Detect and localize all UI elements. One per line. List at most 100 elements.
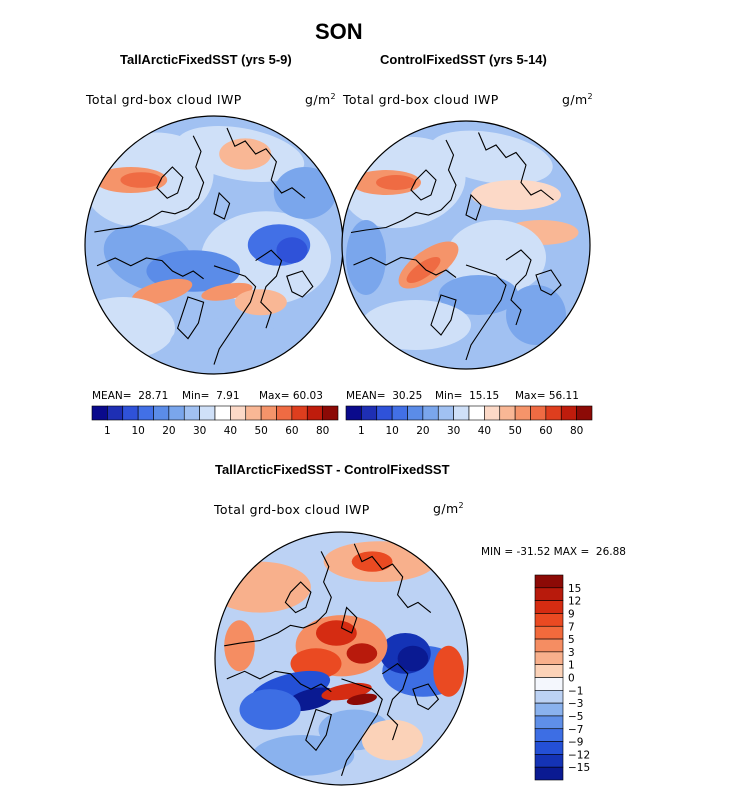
colorbar-control-swatch-6: [437, 405, 454, 421]
map-diff-contour-14: [239, 689, 301, 730]
colorbar-diff-swatch-5: [534, 638, 564, 653]
colorbar-tall-tick-label-5: 50: [254, 425, 267, 437]
colorbar-tall-swatch-2: [122, 405, 139, 421]
panel-diff-variable: Total grd-box cloud IWP: [214, 502, 370, 517]
panel-control-variable: Total grd-box cloud IWP: [343, 92, 499, 107]
map-tall-coast-segment-6: [213, 191, 231, 220]
colorbar-diff-swatch-6: [534, 651, 564, 665]
map-tall-contour-10: [131, 278, 193, 305]
map-tall-coast-segment-4: [255, 249, 283, 329]
colorbar-diff-swatch-8: [534, 677, 564, 691]
map-control-contour-1: [429, 130, 553, 185]
map-diff-coast-segment-0: [224, 551, 332, 647]
colorbar-diff-swatch-15: [534, 766, 564, 781]
colorbar-diff-tick-label-4: 5: [568, 634, 575, 646]
colorbar-control-swatch-5: [422, 405, 439, 421]
map-control-coastlines: [350, 132, 562, 361]
map-tall-coast-segment-1: [226, 127, 306, 199]
colorbar-tall-swatch-15: [322, 405, 339, 421]
colorbar-tall-tick-label-6: 60: [285, 425, 298, 437]
map-diff-coast-segment-4: [381, 662, 409, 741]
colorbar-control-swatch-15: [576, 405, 593, 421]
colorbar-diff-swatch-2: [534, 600, 564, 614]
colorbar-diff-tick-label-1: 12: [568, 596, 581, 608]
colorbar-diff-swatch-13: [534, 741, 564, 755]
map-control-contour-10: [361, 300, 471, 350]
colorbar-tall-swatch-8: [214, 405, 231, 421]
colorbar-diff-swatch-3: [534, 613, 564, 627]
map-diff-coast-segment-5: [284, 581, 312, 614]
colorbar-control-tick-label-2: 20: [416, 425, 429, 437]
panel-control-mean: MEAN= 30.25: [346, 390, 423, 402]
figure-title: SON: [315, 19, 363, 44]
colorbar-tall-swatch-9: [230, 405, 247, 421]
colorbar-diff-tick-label-8: −1: [568, 685, 583, 697]
map-diff-contour-8: [346, 643, 378, 664]
colorbar-tall-swatch-6: [183, 405, 200, 421]
map-diff-polar: [214, 531, 469, 786]
colorbar-control: 1 10 20 30 40 50 60 80: [345, 405, 593, 437]
map-diff-contour-5: [397, 645, 429, 672]
map-control-coast-segment-0: [350, 139, 457, 234]
map-diff-contour-19: [224, 620, 255, 672]
colorbar-diff-tick-label-14: −15: [568, 762, 590, 774]
colorbar-control-tick-label-0: 1: [358, 425, 365, 437]
panel-diff-units: g/m2: [433, 501, 465, 517]
panel-diff-subtitle: TallArcticFixedSST - ControlFixedSST: [215, 462, 450, 477]
map-tall-contour-4: [219, 138, 272, 170]
map-control-coast-segment-4: [505, 249, 532, 326]
colorbar-tall-swatch-4: [153, 405, 170, 421]
colorbar-control-tick-label-6: 60: [539, 425, 552, 437]
colorbar-control-swatch-4: [407, 405, 424, 421]
map-control-contour-3: [376, 175, 416, 190]
colorbar-diff-tick-label-12: −9: [568, 737, 583, 749]
colorbar-tall-swatch-12: [276, 405, 293, 421]
panel-tall-subtitle: TallArcticFixedSST (yrs 5-9): [120, 52, 292, 67]
colorbar-diff-swatch-10: [534, 702, 564, 717]
colorbar-diff-tick-label-5: 3: [568, 647, 575, 659]
colorbar-control-swatch-3: [391, 405, 408, 421]
colorbar-tall-swatch-5: [168, 405, 185, 421]
colorbar-diff-tick-label-2: 9: [568, 608, 575, 620]
colorbar-tall-tick-label-3: 30: [193, 425, 206, 437]
colorbar-control-tick-label-1: 10: [385, 425, 398, 437]
map-control-coast-segment-6: [465, 193, 482, 221]
map-diff-contour-17: [252, 735, 355, 776]
panel-tall-mean: MEAN= 28.71: [92, 390, 169, 402]
map-tall-contour-14: [169, 317, 285, 370]
map-diff-coast-segment-6: [340, 606, 358, 634]
map-control-coast-segment-1: [477, 132, 554, 201]
map-diff-contour-7: [316, 620, 357, 646]
colorbar-tall-tick-label-7: 80: [316, 425, 329, 437]
panel-tall-max: Max= 60.03: [259, 390, 323, 402]
colorbar-diff-tick-label-7: 0: [568, 673, 575, 685]
map-tall-coastlines: [94, 127, 314, 365]
map-diff-contour-18: [361, 719, 424, 761]
colorbar-diff-swatch-12: [534, 728, 564, 742]
map-tall-coast-segment-2: [96, 257, 204, 280]
map-diff-contour-9: [290, 648, 342, 679]
colorbar-tall-tick-label-4: 40: [224, 425, 237, 437]
colorbar-diff-swatch-4: [534, 625, 564, 640]
map-control-contour-11: [506, 285, 566, 345]
map-tall-polar: [84, 115, 344, 375]
colorbar-control-tick-label-7: 80: [570, 425, 583, 437]
colorbar-control-swatch-12: [530, 405, 547, 421]
colorbar-diff-tick-label-13: −12: [568, 749, 590, 761]
colorbar-tall-swatch-13: [291, 405, 308, 421]
colorbar-diff-tick-label-9: −3: [568, 698, 583, 710]
map-diff-coast-segment-1: [353, 543, 432, 614]
map-control-contour-12: [346, 220, 386, 295]
panel-control-max: Max= 56.11: [515, 390, 579, 402]
colorbar-diff-swatch-11: [534, 715, 564, 730]
colorbar-control-tick-label-4: 40: [478, 425, 491, 437]
map-tall-contour-13: [85, 297, 175, 360]
map-diff-contour-16: [433, 645, 464, 697]
colorbar-diff-tick-label-6: 1: [568, 660, 575, 672]
colorbar-control-swatch-13: [545, 405, 562, 421]
map-control-map-border: [341, 120, 591, 370]
map-control-coast-segment-5: [410, 169, 437, 201]
panel-tall-min: Min= 7.91: [182, 390, 240, 402]
map-diff-map-border: [214, 531, 469, 786]
